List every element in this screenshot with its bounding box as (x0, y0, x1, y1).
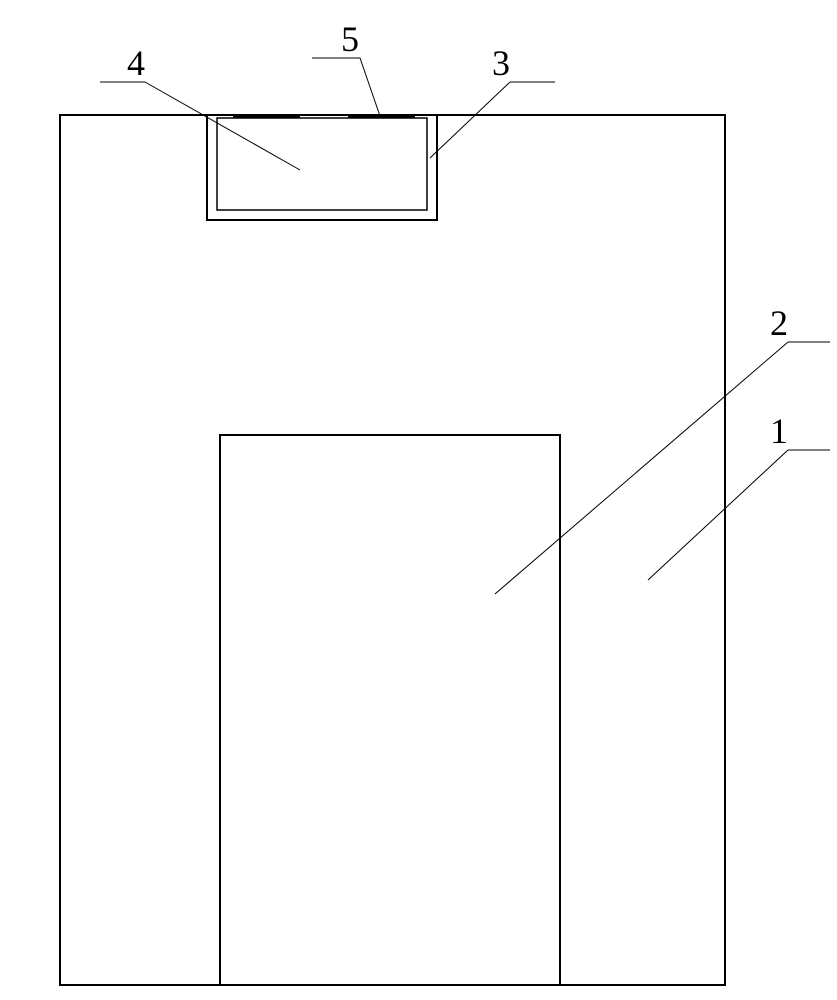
label-2: 2 (770, 302, 788, 344)
leader-1 (648, 450, 788, 580)
leader-5 (360, 58, 380, 116)
leader-4 (145, 82, 300, 170)
leader-3 (430, 82, 510, 158)
technical-diagram (0, 0, 837, 1000)
label-4: 4 (127, 42, 145, 84)
label-1: 1 (770, 410, 788, 452)
door-opening (220, 435, 560, 985)
label-3: 3 (492, 42, 510, 84)
label-5: 5 (341, 18, 359, 60)
leader-2 (495, 342, 788, 594)
top-box-outer (207, 115, 437, 220)
top-box-inner (217, 118, 427, 210)
outer-body (60, 115, 725, 985)
